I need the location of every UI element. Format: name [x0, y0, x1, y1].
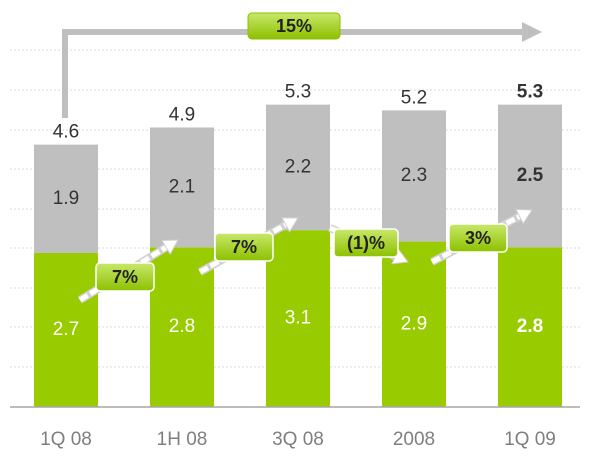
growth-label: 7%	[231, 237, 257, 257]
growth-arrows: 7% 7% (1)% 3%	[77, 208, 533, 304]
overall-growth: 15%	[276, 16, 312, 36]
value-label: 2.3	[401, 165, 427, 186]
value-label: 2.1	[169, 176, 195, 197]
x-tick-label: 1Q 08	[40, 429, 92, 450]
value-label: 2.9	[401, 313, 427, 334]
x-tick-label: 3Q 08	[272, 429, 324, 450]
growth-box	[448, 223, 508, 253]
total-label: 4.6	[53, 122, 79, 143]
bar-segment	[382, 110, 446, 242]
bar-segment	[382, 241, 446, 407]
growth-arrowhead	[281, 217, 299, 233]
total-label: 5.2	[401, 87, 427, 108]
x-tick-label: 2008	[393, 429, 435, 450]
x-tick-label: 1Q 09	[504, 429, 556, 450]
growth-arrowhead	[515, 208, 533, 225]
bar-segment	[34, 252, 98, 407]
bar-segment	[498, 247, 562, 407]
total-label: 5.3	[517, 82, 543, 103]
bars: 2.7 1.9 4.6 1Q 08 2.8 2.1 4.9 1H 08 3.1 2.2 5.3 3Q …	[34, 82, 562, 450]
bar-segment	[34, 144, 98, 253]
growth-box	[214, 232, 274, 262]
value-label: 2.7	[53, 319, 79, 340]
total-label: 5.3	[285, 82, 311, 103]
bar-segment	[266, 104, 330, 231]
overall-arrow: 15%	[62, 12, 542, 118]
growth-arrowhead	[161, 239, 179, 256]
growth-label: 3%	[465, 228, 491, 248]
growth-label: 7%	[112, 267, 138, 287]
growth-box	[95, 262, 155, 292]
total-label: 4.9	[169, 105, 195, 126]
value-label: 1.9	[53, 188, 79, 209]
x-tick-label: 1H 08	[157, 429, 208, 450]
bar-segment	[266, 230, 330, 407]
growth-label: (1)%	[347, 233, 385, 253]
value-label: 3.1	[285, 308, 311, 329]
value-label: 2.5	[517, 165, 544, 186]
value-label: 2.8	[517, 316, 543, 337]
value-label: 2.2	[285, 156, 311, 177]
growth-box	[333, 228, 399, 258]
bar-segment	[150, 127, 214, 248]
value-label: 2.8	[169, 316, 195, 337]
